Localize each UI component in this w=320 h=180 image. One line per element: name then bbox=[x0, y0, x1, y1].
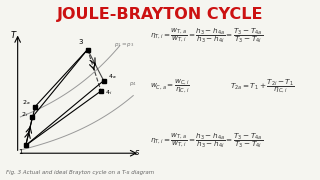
Text: $2_i$: $2_i$ bbox=[21, 110, 28, 119]
Text: T: T bbox=[11, 31, 16, 40]
Text: $p_1=p_3$: $p_1=p_3$ bbox=[114, 41, 134, 49]
Text: Fig. 3 Actual and ideal Brayton cycle on a T-s diagram: Fig. 3 Actual and ideal Brayton cycle on… bbox=[6, 170, 155, 175]
Text: $w_{C,a} = \dfrac{w_{C,i}}{\eta_{C,i}}$: $w_{C,a} = \dfrac{w_{C,i}}{\eta_{C,i}}$ bbox=[150, 78, 190, 95]
Text: $p_4$: $p_4$ bbox=[129, 80, 137, 87]
Text: $4_a$: $4_a$ bbox=[108, 72, 116, 81]
Text: 3: 3 bbox=[79, 39, 83, 45]
Text: $4_i$: $4_i$ bbox=[106, 88, 113, 96]
Text: 1: 1 bbox=[18, 149, 23, 155]
Text: $2_a$: $2_a$ bbox=[21, 98, 30, 107]
Text: $\eta_{T,i} = \dfrac{w_{T,a}}{w_{T,i}} = \dfrac{h_3 - h_{4a}}{h_3 - h_{4i}} = \d: $\eta_{T,i} = \dfrac{w_{T,a}}{w_{T,i}} =… bbox=[150, 27, 264, 45]
Text: s: s bbox=[135, 148, 140, 157]
Text: JOULE-BRAYTON CYCLE: JOULE-BRAYTON CYCLE bbox=[57, 7, 263, 22]
Text: $T_{2a} = T_1 + \dfrac{T_{2i} - T_1}{\eta_{C,i}}$: $T_{2a} = T_1 + \dfrac{T_{2i} - T_1}{\et… bbox=[230, 78, 295, 95]
Text: $\eta_{T,i} = \dfrac{w_{T,a}}{w_{T,i}} = \dfrac{h_3 - h_{4a}}{h_3 - h_{4i}} = \d: $\eta_{T,i} = \dfrac{w_{T,a}}{w_{T,i}} =… bbox=[150, 131, 264, 150]
